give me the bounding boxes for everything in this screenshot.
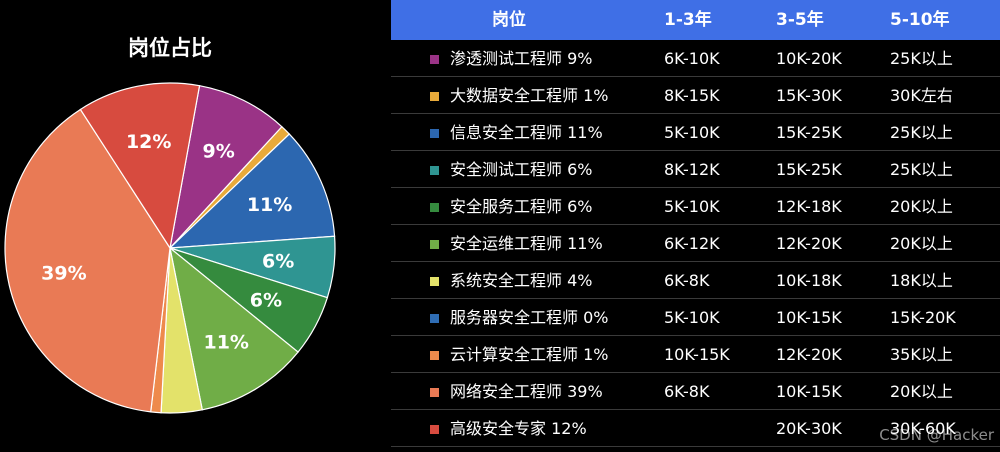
salary-cell: 6K-8K: [664, 271, 710, 290]
position-label: 安全运维工程师 11%: [450, 234, 603, 253]
header-position: 岗位: [492, 10, 526, 30]
pie-slice-label: 39%: [41, 263, 86, 285]
position-label: 网络安全工程师 39%: [450, 382, 603, 401]
salary-cell: 5K-10K: [664, 308, 720, 327]
pie-chart: 9%11%6%6%11%39%12%: [4, 82, 336, 414]
pie-slice: [169, 246, 299, 411]
legend-swatch: [430, 277, 439, 286]
salary-cell: 25K以上: [890, 160, 953, 179]
legend-swatch: [430, 425, 439, 434]
header-3-5-years: 3-5年: [776, 10, 824, 30]
table-row: 服务器安全工程师 0% 5K-10K 10K-15K 15K-20K: [391, 300, 1000, 336]
table-row: 安全运维工程师 11% 6K-12K 12K-20K 20K以上: [391, 226, 1000, 262]
position-label: 信息安全工程师 11%: [450, 123, 603, 142]
salary-cell: 15K-20K: [890, 308, 956, 327]
salary-cell: 12K-20K: [776, 345, 842, 364]
salary-cell: 25K以上: [890, 123, 953, 142]
position-label: 安全服务工程师 6%: [450, 197, 593, 216]
salary-cell: 6K-12K: [664, 234, 720, 253]
salary-cell: 8K-15K: [664, 86, 720, 105]
salary-cell: 12K-20K: [776, 234, 842, 253]
legend-swatch: [430, 55, 439, 64]
salary-cell: 10K-15K: [776, 382, 842, 401]
table-row: 高级安全专家 12% 20K-30K 30K-60K: [391, 411, 1000, 447]
position-label: 系统安全工程师 4%: [450, 271, 593, 290]
salary-cell: 8K-12K: [664, 160, 720, 179]
salary-cell: 10K-18K: [776, 271, 842, 290]
position-label: 高级安全专家 12%: [450, 419, 587, 438]
salary-cell: 5K-10K: [664, 123, 720, 142]
header-1-3-years: 1-3年: [664, 10, 712, 30]
table-row: 信息安全工程师 11% 5K-10K 15K-25K 25K以上: [391, 115, 1000, 151]
pie-slice: [169, 84, 283, 250]
salary-cell: 15K-25K: [776, 160, 842, 179]
legend-swatch: [430, 129, 439, 138]
salary-cell: 10K-15K: [664, 345, 730, 364]
position-label: 服务器安全工程师 0%: [450, 308, 609, 327]
legend-swatch: [430, 314, 439, 323]
pie-slice-label: 11%: [203, 331, 248, 353]
legend-swatch: [430, 351, 439, 360]
legend-swatch: [430, 388, 439, 397]
salary-cell: 18K以上: [890, 271, 953, 290]
salary-cell: 12K-18K: [776, 197, 842, 216]
position-label: 安全测试工程师 6%: [450, 160, 593, 179]
legend-swatch: [430, 92, 439, 101]
salary-cell: 10K-15K: [776, 308, 842, 327]
salary-cell: 20K以上: [890, 382, 953, 401]
salary-table: 岗位 1-3年 3-5年 5-10年 渗透测试工程师 9% 6K-10K 10K-2…: [391, 0, 1000, 452]
position-label: 大数据安全工程师 1%: [450, 86, 609, 105]
pie-slice-label: 11%: [247, 194, 292, 216]
salary-cell: 6K-8K: [664, 382, 710, 401]
pie-chart-title: 岗位占比: [128, 36, 212, 60]
salary-cell: 10K-20K: [776, 49, 842, 68]
legend-swatch: [430, 166, 439, 175]
table-header: 岗位 1-3年 3-5年 5-10年: [391, 0, 1000, 40]
pie-slice-label: 12%: [126, 131, 171, 153]
salary-cell: 25K以上: [890, 49, 953, 68]
salary-cell: 20K-30K: [776, 419, 842, 438]
salary-cell: 35K以上: [890, 345, 953, 364]
pie-slice-label: 6%: [250, 290, 282, 312]
table-row: 大数据安全工程师 1% 8K-15K 15K-30K 30K左右: [391, 78, 1000, 114]
salary-cell: 5K-10K: [664, 197, 720, 216]
position-label: 渗透测试工程师 9%: [450, 49, 593, 68]
salary-cell: 6K-10K: [664, 49, 720, 68]
table-row: 云计算安全工程师 1% 10K-15K 12K-20K 35K以上: [391, 337, 1000, 373]
salary-cell: 20K以上: [890, 197, 953, 216]
pie-slice-label: 9%: [202, 141, 234, 163]
salary-cell: 15K-30K: [776, 86, 842, 105]
pie-slice-label: 6%: [262, 251, 294, 273]
position-label: 云计算安全工程师 1%: [450, 345, 609, 364]
table-row: 系统安全工程师 4% 6K-8K 10K-18K 18K以上: [391, 263, 1000, 299]
salary-cell: 30K-60K: [890, 419, 956, 438]
header-5-10-years: 5-10年: [890, 10, 950, 30]
salary-cell: 15K-25K: [776, 123, 842, 142]
pie-chart-panel: 岗位占比 9% 11% 6% 6% 11% 39% 12%: [0, 0, 390, 452]
table-row: 安全测试工程师 6% 8K-12K 15K-25K 25K以上: [391, 152, 1000, 188]
watermark: CSDN @Hacker: [879, 426, 994, 444]
table-row: 网络安全工程师 39% 6K-8K 10K-15K 20K以上: [391, 374, 1000, 410]
table-row: 渗透测试工程师 9% 6K-10K 10K-20K 25K以上: [391, 41, 1000, 77]
salary-cell: 30K左右: [890, 86, 953, 105]
legend-swatch: [430, 203, 439, 212]
pie-slice: [168, 133, 336, 249]
pie-slice: [79, 82, 201, 250]
salary-cell: 20K以上: [890, 234, 953, 253]
table-row: 安全服务工程师 6% 5K-10K 12K-18K 20K以上: [391, 189, 1000, 225]
legend-swatch: [430, 240, 439, 249]
